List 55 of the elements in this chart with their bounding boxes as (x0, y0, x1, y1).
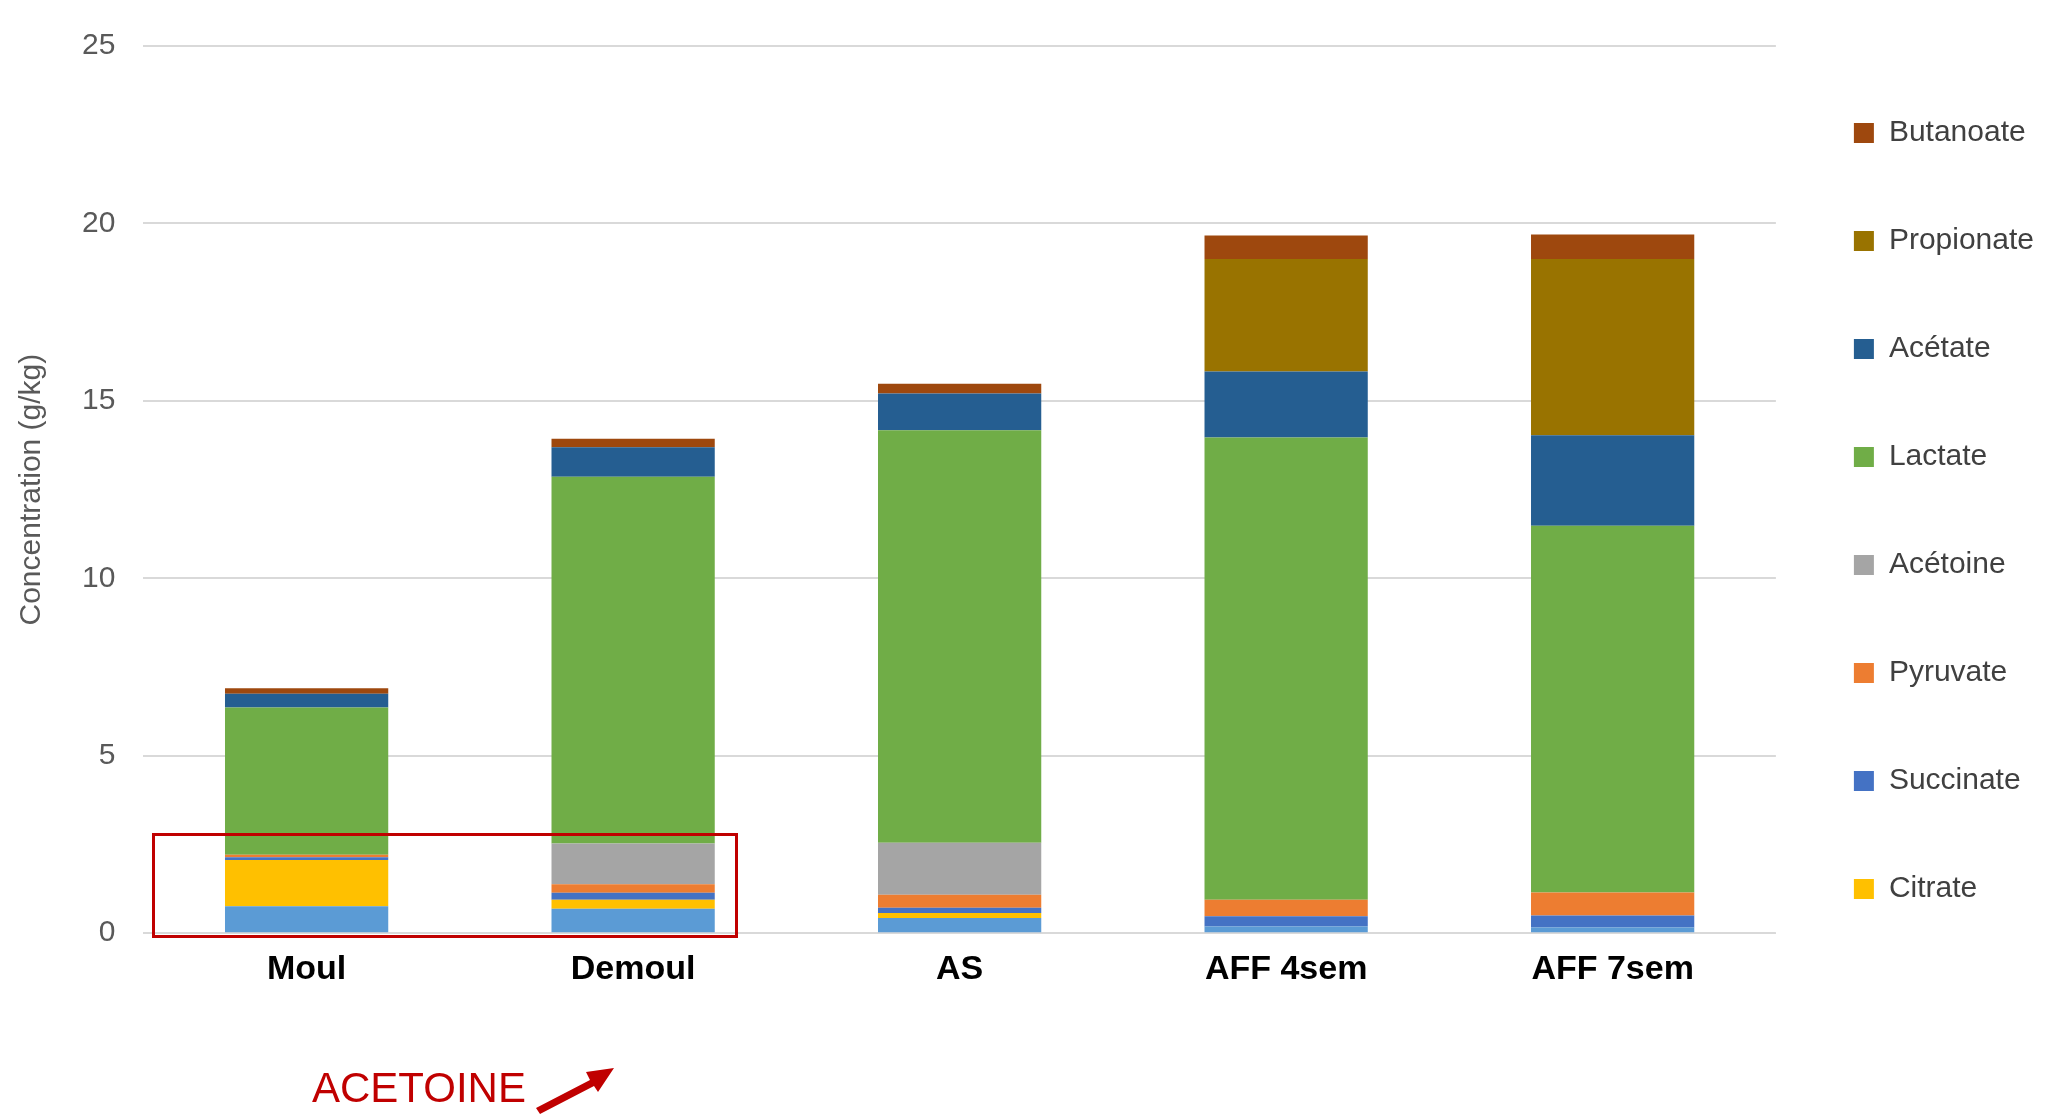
bar (551, 438, 715, 448)
bar (551, 447, 715, 477)
y-tick-label: 5 (98, 737, 116, 771)
bar (878, 907, 1042, 913)
bar (1204, 235, 1368, 259)
bar (225, 688, 389, 694)
bar (878, 894, 1042, 908)
y-tick-label: 20 (81, 204, 116, 238)
x-tick-label: AFF 7sem (1531, 947, 1694, 986)
bar (1204, 899, 1368, 917)
bar (1204, 926, 1368, 933)
bar (1204, 437, 1368, 900)
bar (878, 430, 1042, 843)
bar (878, 917, 1042, 933)
bar (1531, 525, 1695, 893)
bar (878, 912, 1042, 918)
x-tick-label: Moul (266, 947, 347, 986)
bar (1531, 234, 1695, 259)
bar (551, 476, 715, 844)
y-axis-title: Concentration (g/kg) (13, 353, 47, 626)
legend-label: Citrate (1888, 870, 1978, 904)
y-tick-label: 0 (98, 914, 116, 948)
y-tick-label: 15 (81, 382, 116, 416)
bar (878, 383, 1042, 394)
legend-label: Pyruvate (1888, 654, 2008, 688)
legend-label: Lactate (1888, 438, 1988, 472)
bar (1531, 435, 1695, 526)
bar (551, 892, 715, 900)
bar (1204, 258, 1368, 372)
bar (1531, 915, 1695, 928)
bar (1531, 892, 1695, 916)
bar (551, 884, 715, 893)
bar (551, 899, 715, 909)
legend-label: Acétoine (1888, 546, 2006, 580)
bar (225, 707, 389, 855)
bar (225, 693, 389, 708)
x-tick-label: Demoul (570, 947, 696, 986)
bar (551, 908, 715, 933)
text: ACETOINE (312, 1064, 526, 1112)
bar (878, 393, 1042, 431)
bar (878, 842, 1042, 895)
legend-label: Acétate (1888, 330, 1991, 364)
bar (1531, 258, 1695, 436)
x-tick-label: AS (936, 947, 984, 986)
x-tick-label: AFF 4sem (1204, 947, 1368, 986)
legend-label: Propionate (1888, 222, 2034, 256)
bar (225, 906, 389, 933)
y-tick-label: 10 (81, 559, 116, 593)
bar (225, 860, 389, 907)
legend-label: Butanoate (1888, 114, 2026, 148)
bar (551, 843, 715, 885)
legend-label: Succinate (1888, 762, 2021, 796)
bar (1204, 916, 1368, 927)
bar (1204, 371, 1368, 438)
y-tick-label: 25 (81, 27, 116, 61)
